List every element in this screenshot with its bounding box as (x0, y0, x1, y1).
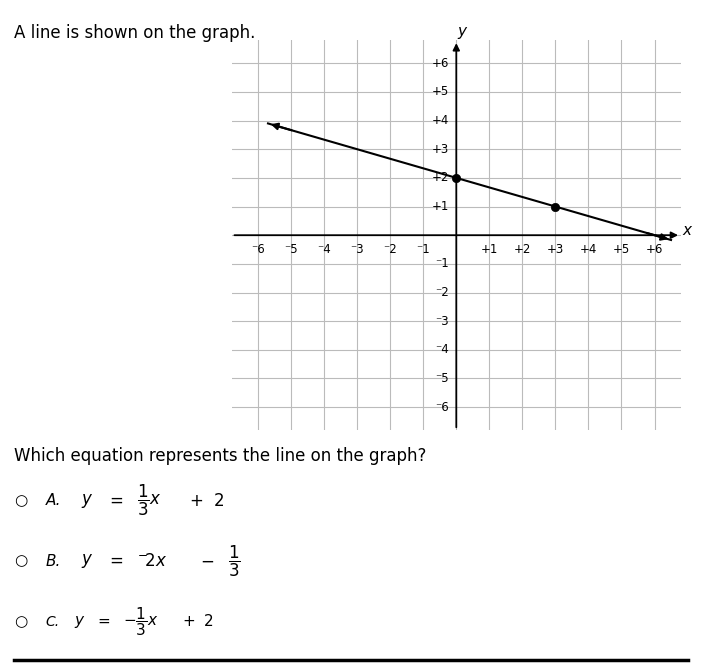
Text: y: y (458, 24, 467, 39)
Text: ⁻3: ⁻3 (435, 314, 449, 328)
Text: A line is shown on the graph.: A line is shown on the graph. (14, 24, 256, 42)
Text: +2: +2 (514, 243, 531, 256)
Text: ⁻5: ⁻5 (435, 372, 449, 385)
Text: $\dfrac{1}{3}x$: $\dfrac{1}{3}x$ (137, 483, 161, 518)
Text: ○: ○ (14, 614, 27, 629)
Text: $y$: $y$ (81, 492, 93, 509)
Text: ○: ○ (14, 493, 27, 508)
Text: +2: +2 (432, 171, 449, 184)
Text: ⁻6: ⁻6 (251, 243, 265, 256)
Text: +: + (190, 492, 204, 509)
Text: ⁻3: ⁻3 (350, 243, 364, 256)
Text: =: = (97, 614, 110, 629)
Text: 2: 2 (214, 492, 225, 509)
Text: $^{-}\!2x$: $^{-}\!2x$ (137, 552, 167, 570)
Text: ⁻1: ⁻1 (435, 257, 449, 270)
Text: +4: +4 (432, 114, 449, 127)
Text: +3: +3 (432, 142, 449, 156)
Text: B.: B. (46, 554, 61, 569)
Text: A.: A. (46, 493, 61, 508)
Text: =: = (109, 492, 123, 509)
Text: $-$: $-$ (200, 552, 214, 570)
Text: +4: +4 (580, 243, 597, 256)
Text: +6: +6 (432, 56, 449, 70)
Text: ⁻5: ⁻5 (284, 243, 298, 256)
Text: ○: ○ (14, 554, 27, 569)
Text: $y$: $y$ (81, 552, 93, 570)
Text: +6: +6 (646, 243, 663, 256)
Text: $-\dfrac{1}{3}x$: $-\dfrac{1}{3}x$ (123, 605, 159, 638)
Text: +1: +1 (481, 243, 498, 256)
Text: C.: C. (46, 615, 60, 628)
Text: ⁻4: ⁻4 (317, 243, 331, 256)
Text: =: = (109, 552, 123, 570)
Text: ⁻6: ⁻6 (435, 401, 449, 414)
Text: $\dfrac{1}{3}$: $\dfrac{1}{3}$ (228, 544, 241, 579)
Text: +5: +5 (432, 85, 449, 98)
Text: +3: +3 (547, 243, 564, 256)
Text: Which equation represents the line on the graph?: Which equation represents the line on th… (14, 447, 426, 465)
Text: ⁻4: ⁻4 (435, 343, 449, 356)
Text: 2: 2 (204, 614, 213, 629)
Text: +5: +5 (613, 243, 630, 256)
Text: +1: +1 (432, 200, 449, 213)
Text: x: x (682, 222, 691, 237)
Text: ⁻2: ⁻2 (435, 286, 449, 299)
Text: +: + (183, 614, 195, 629)
Text: ⁻1: ⁻1 (416, 243, 430, 256)
Text: $y$: $y$ (74, 614, 85, 630)
Text: ⁻2: ⁻2 (383, 243, 397, 256)
